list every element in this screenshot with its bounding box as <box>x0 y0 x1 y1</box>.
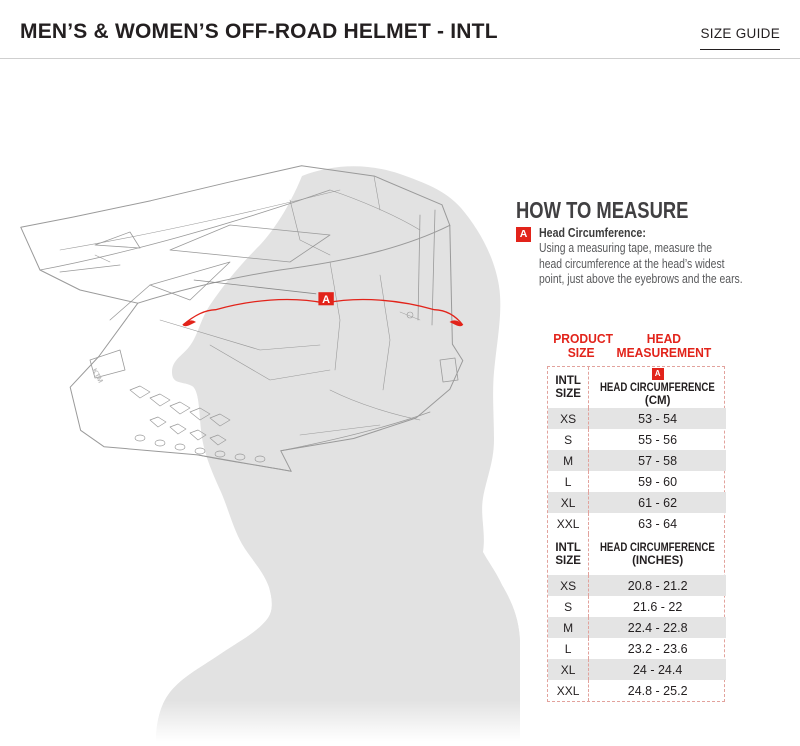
svg-text:A: A <box>322 294 330 306</box>
